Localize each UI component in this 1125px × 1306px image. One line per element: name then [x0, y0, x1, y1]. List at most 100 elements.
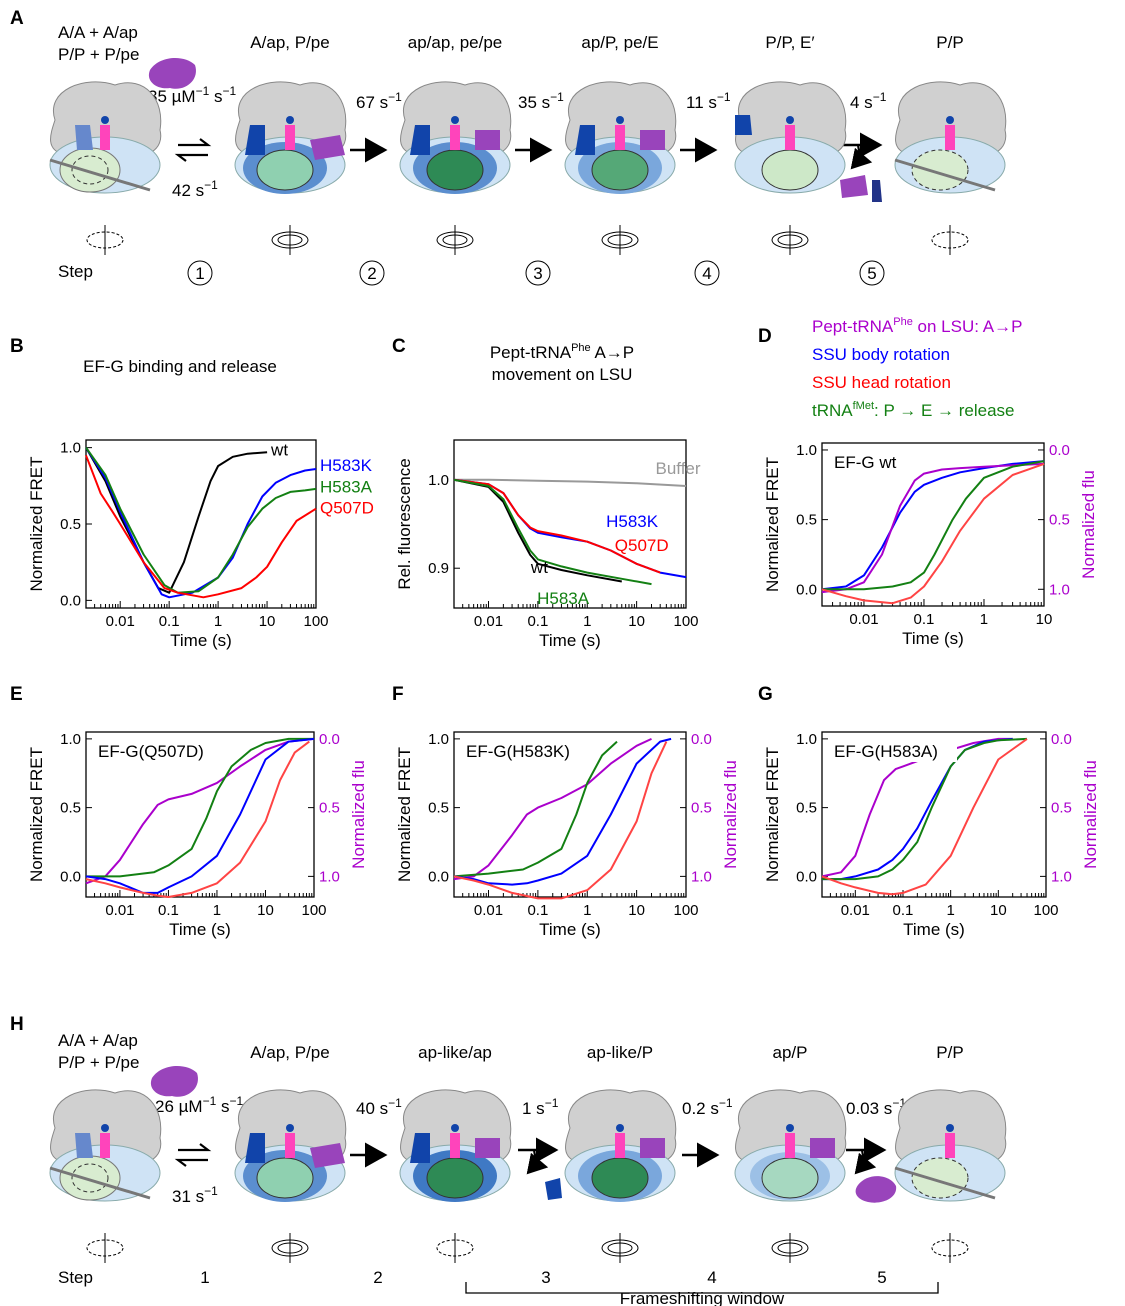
legend-entry: tRNAfMet: P → E → release	[812, 400, 1015, 420]
ribosome-h-4	[734, 1089, 847, 1202]
panel-annotation: EF-G(Q507D)	[98, 742, 204, 761]
y-tick-label: 0.0	[428, 868, 449, 885]
scheme-a-rate-k3: 35 s−1	[518, 90, 564, 112]
x-tick-label: 10	[628, 613, 645, 630]
x-tick-label: 1	[980, 611, 988, 628]
ribosome-a-1	[234, 81, 347, 194]
scheme-a-rate-k2: 67 s−1	[356, 90, 402, 112]
x-tick-label: 0.1	[158, 902, 179, 919]
series-line	[85, 737, 315, 894]
y-tick-label: 0.5	[796, 800, 817, 817]
panel-letter-e: E	[10, 684, 23, 705]
x-tick-label: 0.1	[159, 613, 180, 630]
y-tick-label: 0.0	[796, 581, 817, 598]
scheme-a-state-1: A/ap, P/pe	[250, 33, 329, 52]
x-tick-label: 10	[259, 613, 276, 630]
y-tick-label: 1.0	[60, 440, 81, 457]
panel-letter-d: D	[758, 326, 772, 347]
x-tick-label: 0.01	[841, 902, 870, 919]
y2-tick-label: 1.0	[319, 868, 340, 885]
scheme-h-arrow-3	[518, 1137, 559, 1175]
y2-tick-label: 0.5	[1051, 800, 1072, 817]
ribosome-h-1	[234, 1089, 347, 1202]
x-axis-label: Time (s)	[539, 631, 601, 650]
ribosome-h-3	[564, 1089, 677, 1202]
ribosome-h-5	[894, 1089, 1007, 1202]
x-tick-label: 0.01	[849, 611, 878, 628]
scheme-h-state-1: A/ap, P/pe	[250, 1043, 329, 1062]
series-line	[822, 460, 1045, 591]
y-tick-label: 0.0	[60, 592, 81, 609]
series-label: Buffer	[655, 459, 700, 478]
chart-c: 0.01 0.1 1 10 100 0.9 1.0 Time (s) Rel. fluoresc…	[395, 439, 701, 650]
x-tick-label: 100	[303, 613, 328, 630]
panel-annotation: EF-G wt	[834, 453, 897, 472]
scheme-a-initial-line1: A/A + A/ap	[58, 23, 138, 42]
x-tick-label: 0.1	[914, 611, 935, 628]
scheme-h-initial-line1: A/A + A/ap	[58, 1031, 138, 1050]
series-line	[821, 738, 1028, 896]
scheme-h-state-3: ap-like/P	[587, 1043, 653, 1062]
series-line	[85, 447, 317, 594]
y-axis-label: Normalized FRET	[763, 457, 782, 592]
panel-letter-h: H	[10, 1014, 24, 1035]
annotation-background	[460, 738, 589, 762]
chart-g: 0.01 0.1 1 10 100 0.0 0.5 1.0 1.0 0.5 0.0 Time (s) N…	[763, 731, 1100, 939]
chart-f: 0.01 0.1 1 10 100 0.0 0.5 1.0 1.0 0.5 0.0 Time (s) N…	[395, 731, 740, 939]
y2-tick-label: 0.0	[1049, 442, 1070, 459]
x-tick-label: 0.01	[105, 902, 134, 919]
scheme-h-initial-line2: P/P + P/pe	[58, 1053, 139, 1072]
released-ef-g-h	[855, 1176, 897, 1203]
plot-frame	[453, 731, 687, 898]
legend-entry: Pept-tRNAPhe on LSU: A→P	[812, 316, 1022, 336]
scheme-a-rate-k4: 11 s−1	[686, 90, 731, 112]
panel-letter-f: F	[392, 684, 404, 705]
series-line	[85, 447, 317, 599]
scheme-a-rate-reverse1: 42 s−1	[172, 178, 218, 200]
ribosome-a-4	[734, 81, 882, 202]
y-tick-label: 0.5	[796, 512, 817, 529]
y-axis-label: Normalized FRET	[27, 747, 46, 882]
series-line	[821, 462, 1045, 605]
x-tick-label: 100	[1033, 902, 1058, 919]
y-axis-label: Rel. fluorescence	[395, 458, 414, 589]
x-tick-label: 0.1	[893, 902, 914, 919]
scheme-h-arrow-5	[846, 1137, 887, 1175]
y-tick-label: 0.0	[60, 868, 81, 885]
panel-annotation: EF-G(H583K)	[466, 742, 570, 761]
scheme-a-equilibrium-arrow	[174, 138, 212, 162]
series-label: H583K	[320, 456, 373, 475]
step-number: 3	[533, 264, 542, 283]
x-tick-label: 1	[583, 902, 591, 919]
series-label: H583K	[606, 512, 659, 531]
y-tick-label: 0.5	[60, 516, 81, 533]
y2-tick-label: 0.5	[319, 800, 340, 817]
series-label: wt	[530, 558, 548, 577]
y-tick-label: 0.5	[60, 800, 81, 817]
scheme-a-state-3: ap/P, pe/E	[581, 33, 658, 52]
scheme-a-step-label: Step	[58, 262, 93, 281]
series-label: Q507D	[320, 499, 374, 518]
plot-frame	[85, 731, 315, 898]
series-line	[821, 737, 1013, 878]
x-tick-label: 0.01	[474, 902, 503, 919]
x-tick-label: 100	[673, 613, 698, 630]
x-tick-label: 0.1	[527, 902, 548, 919]
x-tick-label: 1	[213, 902, 221, 919]
step-number: 2	[367, 264, 376, 283]
y-tick-label: 0.0	[796, 868, 817, 885]
x-tick-label: 100	[301, 902, 326, 919]
series-line	[821, 462, 1045, 594]
series-line	[85, 454, 317, 599]
panel-letter-g: G	[758, 684, 773, 705]
series-line	[453, 478, 652, 586]
y2-tick-label: 0.0	[691, 731, 712, 748]
y2-tick-label: 0.5	[1049, 512, 1070, 529]
chart-d: 0.01 0.1 1 10 0.0 0.5 1.0 1.0 0.5 0.0 Time (s) Norm…	[763, 442, 1098, 648]
step-number: 3	[541, 1268, 550, 1287]
step-number: 5	[867, 264, 876, 283]
ribosome-h-2	[399, 1089, 512, 1202]
ribosome-a-5	[894, 81, 1007, 194]
annotation-background	[828, 449, 913, 473]
step-number: 1	[195, 264, 204, 283]
